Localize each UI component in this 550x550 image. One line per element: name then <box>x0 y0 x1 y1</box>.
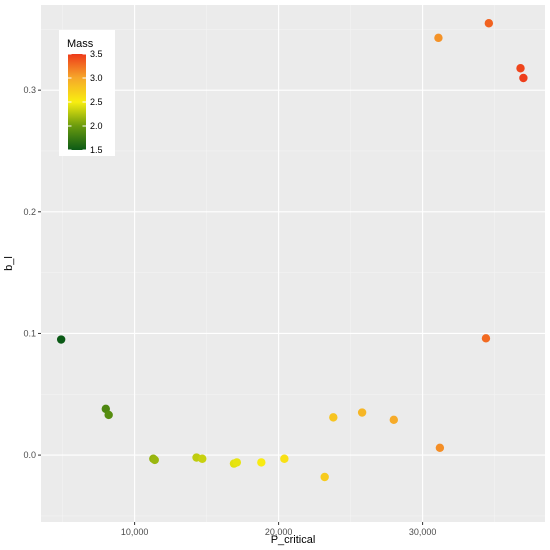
y-axis-title: b_l <box>3 256 15 271</box>
data-point <box>56 335 66 344</box>
data-point <box>198 454 207 463</box>
y-tick-label: 0.2 <box>23 207 36 217</box>
legend-tick-label: 2.0 <box>90 121 103 131</box>
y-tick-label: 0.1 <box>23 328 36 338</box>
data-point <box>434 33 443 43</box>
data-point <box>481 334 491 343</box>
legend-ticks: 3.5 3.0 2.5 2.0 1.5 <box>68 49 103 155</box>
legend-title: Mass <box>67 38 94 50</box>
x-tick-label: 10,000 <box>121 527 149 537</box>
data-point <box>329 413 338 422</box>
legend-color-bar <box>68 54 86 150</box>
y-tick-label: 0.3 <box>23 85 36 95</box>
data-point <box>484 19 494 28</box>
legend-tick-label: 3.0 <box>90 73 103 83</box>
data-points <box>56 19 528 482</box>
data-point <box>389 415 398 425</box>
y-tick-label: 0.0 <box>23 450 36 460</box>
data-point <box>150 455 159 465</box>
data-point <box>232 458 242 467</box>
legend-tick-label: 1.5 <box>90 145 103 155</box>
data-point <box>104 410 113 420</box>
x-axis-title: P_critical <box>271 534 316 546</box>
data-point <box>357 408 367 417</box>
data-point <box>516 64 525 73</box>
legend-tick-label: 3.5 <box>90 49 103 59</box>
data-point <box>435 443 445 452</box>
x-axis: 10,000 20,000 30,000 <box>121 522 437 537</box>
data-point <box>257 458 266 467</box>
data-point <box>519 73 528 83</box>
x-tick-label: 20,000 <box>265 527 293 537</box>
major-gridlines <box>41 5 545 522</box>
data-point <box>320 472 329 482</box>
legend-tick-label: 2.5 <box>90 97 103 107</box>
x-tick-label: 30,000 <box>409 527 437 537</box>
plot-panel <box>41 5 545 522</box>
y-axis: 0.0 0.1 0.2 0.3 <box>23 85 41 460</box>
data-point <box>280 454 289 463</box>
color-legend: Mass 3.5 3.0 2.5 2.0 1.5 <box>59 30 115 156</box>
